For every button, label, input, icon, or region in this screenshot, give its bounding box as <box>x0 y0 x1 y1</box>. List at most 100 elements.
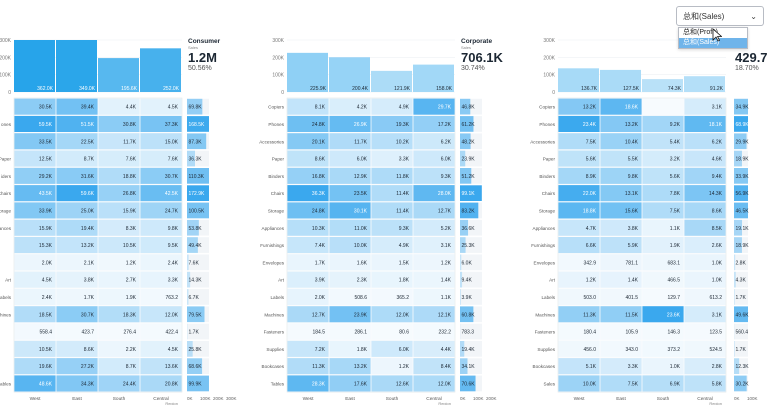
cell-label: 9.8K <box>168 226 179 232</box>
total-bar <box>187 116 209 132</box>
row-label: Paper <box>272 157 285 162</box>
heatmap-cell <box>642 133 684 150</box>
measure-dropdown[interactable]: 总和(Sales) ⌄ <box>676 6 764 26</box>
heatmap-cell <box>14 375 56 392</box>
heatmap-cell <box>329 288 371 305</box>
total-label: 18.9K <box>736 157 750 163</box>
total-track <box>460 289 482 305</box>
cell-label: 10.3K <box>312 226 326 232</box>
cell-label: 29.2K <box>39 174 53 180</box>
total-label: 49.6K <box>736 312 750 318</box>
heatmap-cell <box>56 340 98 357</box>
heatmap-cell <box>684 323 726 340</box>
heatmap-cell <box>140 219 182 236</box>
total-bar <box>187 341 193 357</box>
heatmap-cell <box>642 167 684 184</box>
cell-label: 18.8K <box>583 208 597 214</box>
cell-label: 105.9 <box>625 330 638 336</box>
heatmap-cell <box>140 271 182 288</box>
totals-axis-tick: 0K <box>460 396 466 401</box>
cell-label: 4.2K <box>357 105 368 111</box>
total-track <box>187 271 209 288</box>
cell-label: 5.6K <box>586 157 597 163</box>
heatmap-cell <box>56 167 98 184</box>
heatmap-cell <box>371 288 413 305</box>
cell-label: 1.5K <box>399 260 410 266</box>
cell-label: 8.3K <box>126 226 137 232</box>
cell-label: 3.1K <box>441 243 452 249</box>
column-label: South <box>657 396 670 402</box>
heatmap-cell <box>600 167 642 184</box>
heatmap-cell <box>642 288 684 305</box>
total-label: 56.9K <box>736 191 750 197</box>
cell-label: 6.0K <box>441 157 452 163</box>
top-bar-label: 121.9K <box>394 86 411 92</box>
heatmap-cell <box>642 375 684 392</box>
total-label: 46.5K <box>736 208 750 214</box>
total-bar <box>187 358 203 374</box>
total-bar <box>187 254 189 271</box>
heatmap-cell <box>56 133 98 150</box>
total-label: 68.9K <box>736 122 750 128</box>
heatmap-cell <box>642 115 684 132</box>
column-label: Central <box>426 396 441 402</box>
total-bar <box>734 254 736 271</box>
cell-label: 80.6 <box>399 330 409 336</box>
cell-label: 12.1K <box>438 312 452 318</box>
heatmap-cell <box>14 288 56 305</box>
heatmap-cell <box>684 167 726 184</box>
heatmap-cell <box>684 150 726 167</box>
heatmap-cell <box>558 202 600 219</box>
total-bar <box>460 133 471 150</box>
heatmap-cell <box>329 254 371 271</box>
cell-label: 7.4K <box>315 243 326 249</box>
row-label: ables <box>0 381 12 386</box>
dropdown-selected-value: 总和(Sales) <box>683 11 725 21</box>
cell-label: 12.0K <box>165 312 179 318</box>
cell-label: 28.0K <box>438 191 452 197</box>
heatmap-cell <box>642 202 684 219</box>
cell-label: 8.1K <box>315 105 326 111</box>
heatmap-cell <box>413 98 455 115</box>
heatmap-cell <box>413 288 455 305</box>
cell-label: 123.5 <box>709 330 722 336</box>
total-bar <box>187 168 209 184</box>
panel-3: 300K 200K 100K 0 136.7K 127.5K 74.3K 91.2K 429.7… <box>530 38 767 405</box>
cell-label: 8.6K <box>315 157 326 163</box>
total-track <box>187 289 209 305</box>
dropdown-option-sales[interactable]: 总和(Sales) <box>679 38 747 48</box>
heatmap-cell <box>642 98 684 115</box>
cell-label: 1.2K <box>126 260 137 266</box>
heatmap-cell <box>14 167 56 184</box>
heatmap-cell <box>56 150 98 167</box>
cell-label: 30.7K <box>165 174 179 180</box>
heatmap-cell <box>287 237 329 254</box>
heatmap-cell <box>600 375 642 392</box>
row-label: Accessories <box>259 139 284 144</box>
heatmap-cell <box>14 98 56 115</box>
row-label: Tables <box>271 381 285 386</box>
cell-label: 5.9K <box>628 243 639 249</box>
heatmap-cell <box>98 150 140 167</box>
total-bar <box>460 185 482 201</box>
heatmap-cell <box>287 323 329 340</box>
cell-label: 343.0 <box>625 347 638 353</box>
total-label: 61.2K <box>462 122 476 128</box>
total-label: 2.8K <box>736 260 747 266</box>
heatmap-cell <box>642 340 684 357</box>
total-bar <box>460 289 461 305</box>
dropdown-option-profit[interactable]: 总和(Profit) <box>683 29 718 36</box>
heatmap-cell <box>600 98 642 115</box>
heatmap-cell <box>56 306 98 323</box>
cell-label: 2.4K <box>42 295 53 301</box>
row-label: Furnishings <box>260 243 284 248</box>
heatmap-cell <box>558 375 600 392</box>
cell-label: 1.6K <box>357 260 368 266</box>
total-bar <box>187 202 209 219</box>
top-bar-label: 74.3K <box>668 86 682 92</box>
heatmap-cell <box>558 288 600 305</box>
heatmap-cell <box>371 375 413 392</box>
heatmap-cell <box>600 202 642 219</box>
total-bar <box>187 219 199 236</box>
